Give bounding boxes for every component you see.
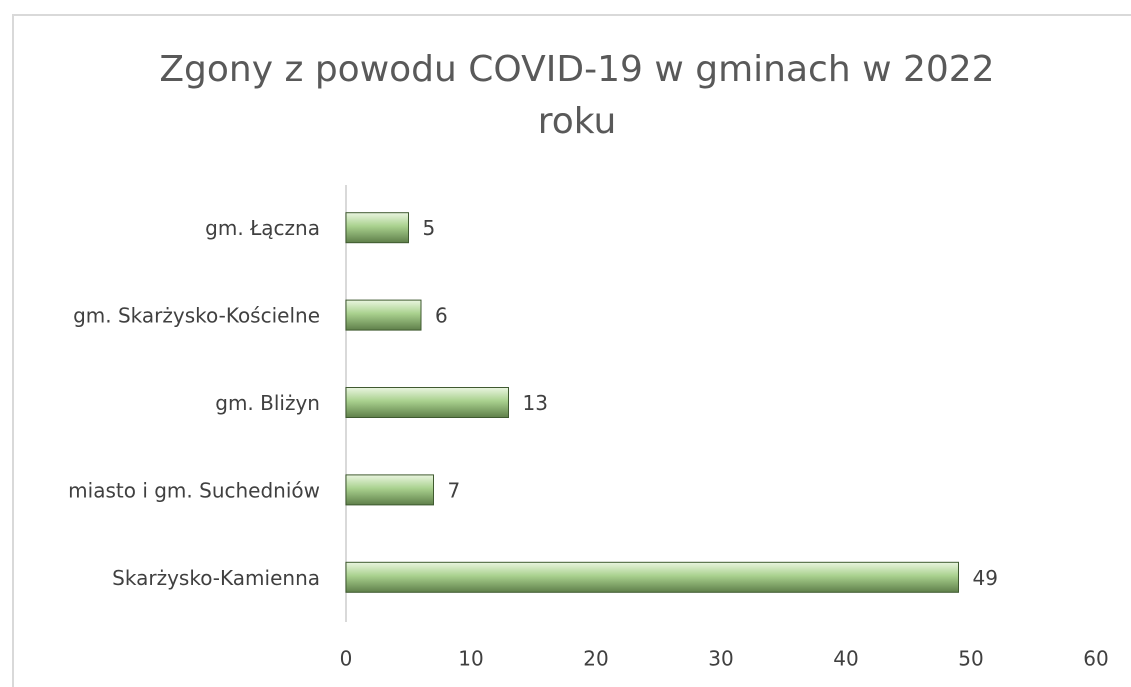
y-tick-label: Skarżysko-Kamienna [112, 566, 320, 590]
bar [345, 474, 434, 506]
x-tick-label: 50 [958, 647, 983, 671]
x-tick-label: 0 [340, 647, 353, 671]
bar [345, 387, 509, 418]
bar [345, 299, 422, 331]
y-tick-label: gm. Bliżyn [215, 391, 320, 415]
y-tick-label: gm. Skarżysko-Kościelne [73, 304, 320, 328]
y-tick-label: miasto i gm. Suchedniów [68, 478, 320, 502]
bar [345, 212, 409, 244]
x-tick-label: 20 [583, 647, 608, 671]
data-label: 49 [973, 566, 998, 590]
data-label: 5 [423, 216, 436, 240]
chart-title: Zgony z powodu COVID-19 w gminach w 2022… [159, 49, 995, 142]
data-label: 7 [448, 478, 461, 502]
y-tick-label: gm. Łączna [205, 216, 320, 240]
x-tick-label: 30 [708, 647, 733, 671]
data-label: 6 [435, 304, 448, 328]
x-tick-label: 40 [833, 647, 858, 671]
x-tick-label: 60 [1083, 647, 1108, 671]
bar [345, 561, 959, 593]
x-tick-label: 10 [458, 647, 483, 671]
data-label: 13 [523, 391, 548, 415]
chart-border [12, 14, 1131, 687]
